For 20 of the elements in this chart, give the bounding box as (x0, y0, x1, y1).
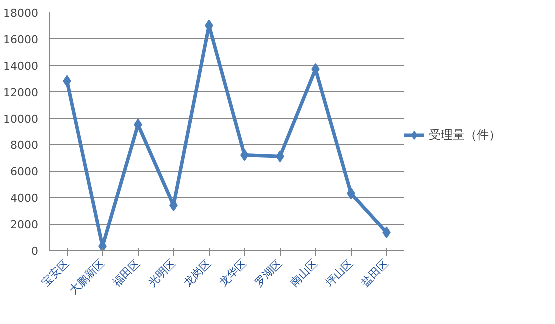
x-tick-label: 南山区 (288, 256, 320, 290)
x-tick-label: 罗湖区 (252, 256, 285, 290)
x-tick-label: 宝安区 (39, 256, 72, 290)
y-tick-label: 8000 (10, 139, 39, 152)
y-tick-label: 12000 (4, 86, 39, 100)
x-tick-label: 盐田区 (358, 256, 392, 290)
y-tick-label: 18000 (4, 7, 39, 20)
y-tick-label: 14000 (4, 60, 39, 73)
y-tick-label: 16000 (4, 33, 39, 46)
x-tick-label: 坪山区 (322, 256, 356, 290)
y-tick-label: 10000 (4, 112, 39, 126)
legend-label: 受理量（件） (429, 126, 501, 144)
x-tick-label: 光明区 (146, 256, 178, 290)
x-tick-label: 龙华区 (216, 256, 250, 290)
x-tick-label: 龙岗区 (181, 256, 214, 290)
y-tick-label: 6000 (10, 166, 39, 179)
y-tick-label: 4000 (10, 192, 39, 206)
y-tick-label: 0 (32, 245, 38, 258)
x-tick-label: 福田区 (110, 256, 143, 290)
y-tick-label: 2000 (10, 218, 39, 232)
